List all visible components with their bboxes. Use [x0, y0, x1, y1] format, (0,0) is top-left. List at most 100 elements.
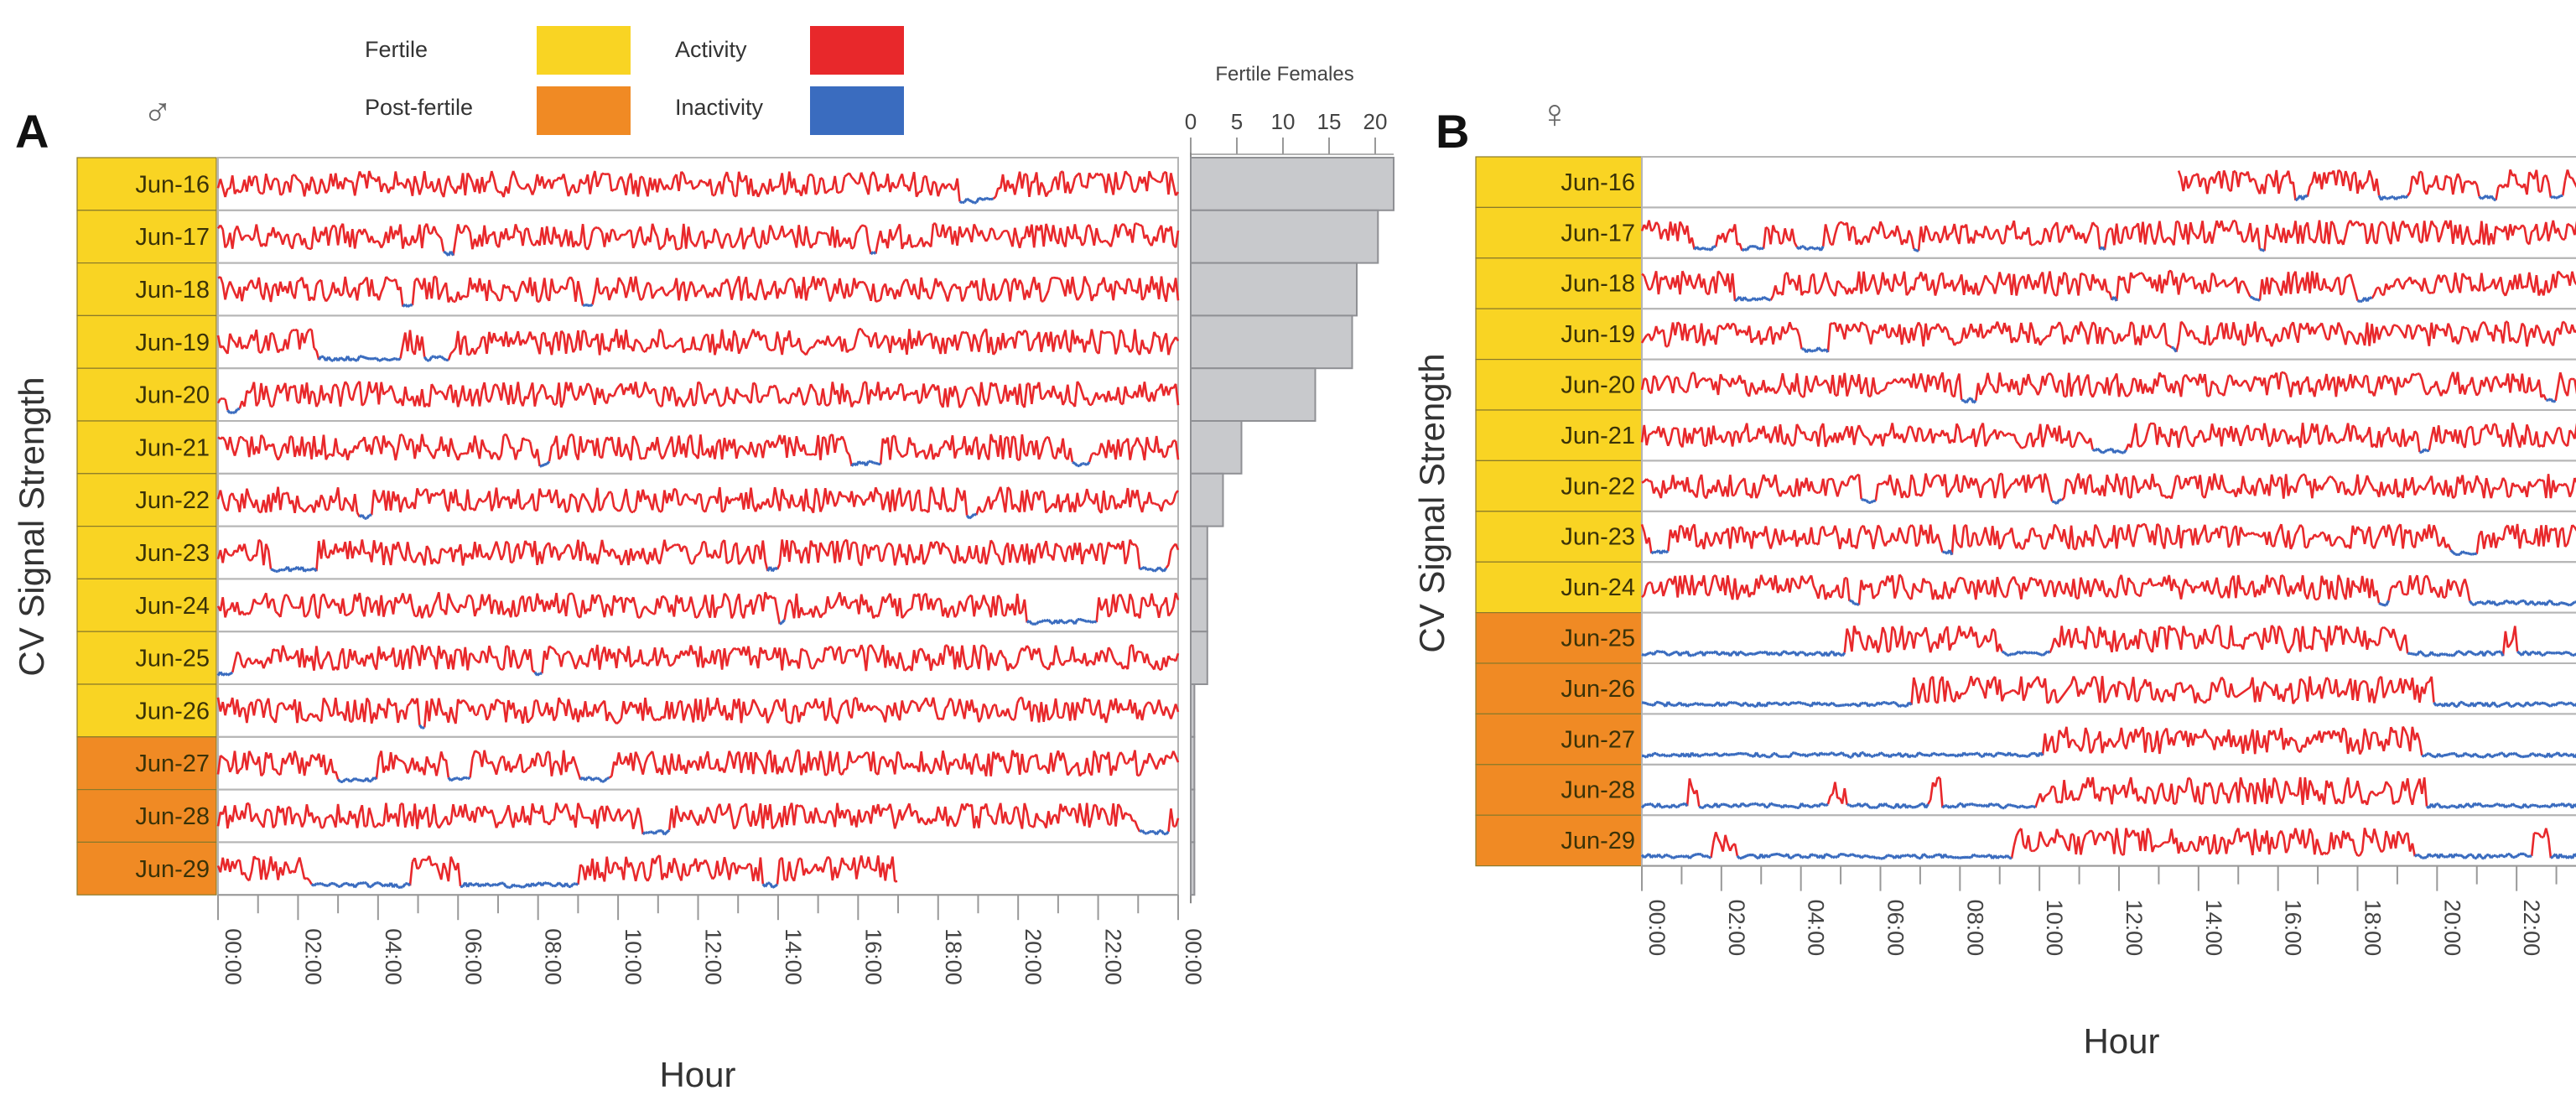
activity-trace	[216, 170, 1180, 202]
date-label-cell	[1475, 713, 1643, 766]
day-row: Jun-16	[76, 157, 1180, 211]
legend-label-inactivity: Inactivity	[675, 95, 764, 120]
inactivity-trace	[1640, 852, 2576, 860]
fertile-females-bar	[1190, 578, 1208, 633]
date-label: Jun-26	[135, 698, 210, 724]
inactivity-trace	[1801, 345, 2178, 354]
date-label: Jun-23	[1561, 524, 1635, 551]
x-tick-label: 04:00	[1804, 900, 1829, 957]
day-row: Jun-28	[76, 788, 1180, 844]
x-tick-label: 10:00	[621, 928, 646, 985]
fertile-females-bar	[1190, 683, 1196, 738]
date-label: Jun-29	[135, 856, 210, 883]
day-row: Jun-20	[76, 367, 1180, 423]
x-tick-label: 20:00	[1021, 928, 1046, 985]
inactivity-trace	[1961, 397, 2557, 404]
side-bar-tick-label: 0	[1185, 109, 1197, 134]
legend-swatch-activity	[810, 26, 904, 75]
female-symbol-icon: ♀	[1540, 92, 1570, 137]
inactivity-trace	[2294, 194, 2563, 202]
x-tick-label: 16:00	[860, 928, 886, 985]
legend-swatch-post-fertile	[537, 86, 631, 135]
activity-trace	[1641, 269, 2576, 302]
inactivity-trace	[778, 617, 1098, 626]
date-label: Jun-24	[135, 593, 210, 620]
day-row: Jun-25	[1475, 611, 2576, 664]
inactivity-trace	[216, 671, 543, 677]
date-label: Jun-20	[135, 382, 210, 409]
row-frame	[1641, 814, 2576, 867]
activity-trace	[217, 433, 1180, 467]
date-label-cell	[76, 631, 217, 685]
activity-trace	[216, 802, 1180, 835]
day-row: Jun-29	[1475, 814, 2576, 867]
day-row: Jun-21	[76, 420, 1180, 475]
day-row: Jun-25	[76, 631, 1180, 686]
activity-trace	[1843, 624, 2519, 657]
x-tick-label: 00:00	[1644, 900, 1670, 957]
date-label-cell	[76, 210, 217, 264]
day-row: Jun-19	[1475, 308, 2576, 361]
inactivity-trace	[310, 880, 778, 889]
date-label: Jun-17	[1561, 220, 1635, 247]
day-row: Jun-22	[1475, 460, 2576, 512]
fertile-females-bar	[1190, 209, 1379, 264]
x-tick-label: 12:00	[2122, 900, 2147, 957]
legend-label-fertile: Fertile	[365, 37, 428, 62]
activity-trace	[2177, 169, 2576, 201]
inactivity-trace	[1861, 497, 2063, 506]
row-frame	[217, 525, 1179, 580]
y-axis-label-b: CV Signal Strength	[1412, 353, 1452, 652]
date-label: Jun-19	[1561, 321, 1635, 348]
x-tick-label: 18:00	[941, 928, 966, 985]
date-label-cell	[1475, 156, 1643, 209]
row-frame	[217, 788, 1179, 844]
fertile-females-bar	[1190, 631, 1208, 686]
activity-trace	[231, 643, 1180, 674]
x-tick-label: 14:00	[2201, 900, 2226, 957]
activity-trace	[1640, 219, 2576, 252]
date-label: Jun-16	[1561, 169, 1635, 196]
date-label-cell	[1475, 308, 1643, 361]
inactivity-trace	[402, 303, 594, 309]
inactivity-trace	[641, 828, 1170, 836]
side-bar-axis: 0 5 10 15 20	[1185, 109, 1394, 155]
row-frame	[217, 209, 1179, 264]
day-row: Jun-24	[1475, 561, 2576, 614]
activity-trace	[1641, 574, 2471, 605]
inactivity-trace	[1641, 750, 2576, 759]
fertile-females-bar	[1190, 472, 1224, 527]
inactivity-trace	[418, 724, 425, 730]
day-row: Jun-29	[76, 841, 1179, 896]
date-label: Jun-27	[135, 750, 210, 777]
activity-trace	[2041, 725, 2423, 756]
panel-label-b: B	[1436, 105, 1469, 158]
panel-a-plot: Jun-16 Jun-17 Jun-18 Jun-19 Jun-20 Jun-21 Jun-…	[76, 157, 1206, 985]
activity-trace	[216, 222, 1180, 256]
activity-trace	[216, 327, 1180, 361]
date-label: Jun-18	[1561, 271, 1635, 298]
x-tick-label: 10:00	[2042, 900, 2067, 957]
inactivity-trace	[336, 776, 610, 783]
row-frame	[1641, 662, 2576, 715]
activity-trace	[216, 381, 1180, 411]
date-label: Jun-22	[135, 487, 210, 514]
row-frame	[217, 262, 1179, 317]
day-row: Jun-22	[76, 472, 1179, 527]
day-row: Jun-26	[1475, 662, 2576, 715]
day-row: Jun-17	[76, 209, 1180, 264]
date-label: Jun-26	[1561, 676, 1635, 703]
activity-trace	[216, 854, 898, 887]
date-label: Jun-23	[135, 540, 210, 567]
date-label: Jun-27	[1561, 726, 1635, 753]
inactivity-trace	[1641, 650, 2576, 657]
legend-swatch-fertile	[537, 26, 631, 75]
date-label-cell	[76, 841, 217, 896]
inactivity-trace	[358, 512, 978, 520]
x-tick-label: 06:00	[460, 928, 486, 985]
activity-trace	[216, 696, 1180, 728]
x-tick-label: 02:00	[1724, 900, 1749, 957]
date-label: Jun-18	[135, 277, 210, 304]
activity-trace	[1710, 827, 2553, 859]
